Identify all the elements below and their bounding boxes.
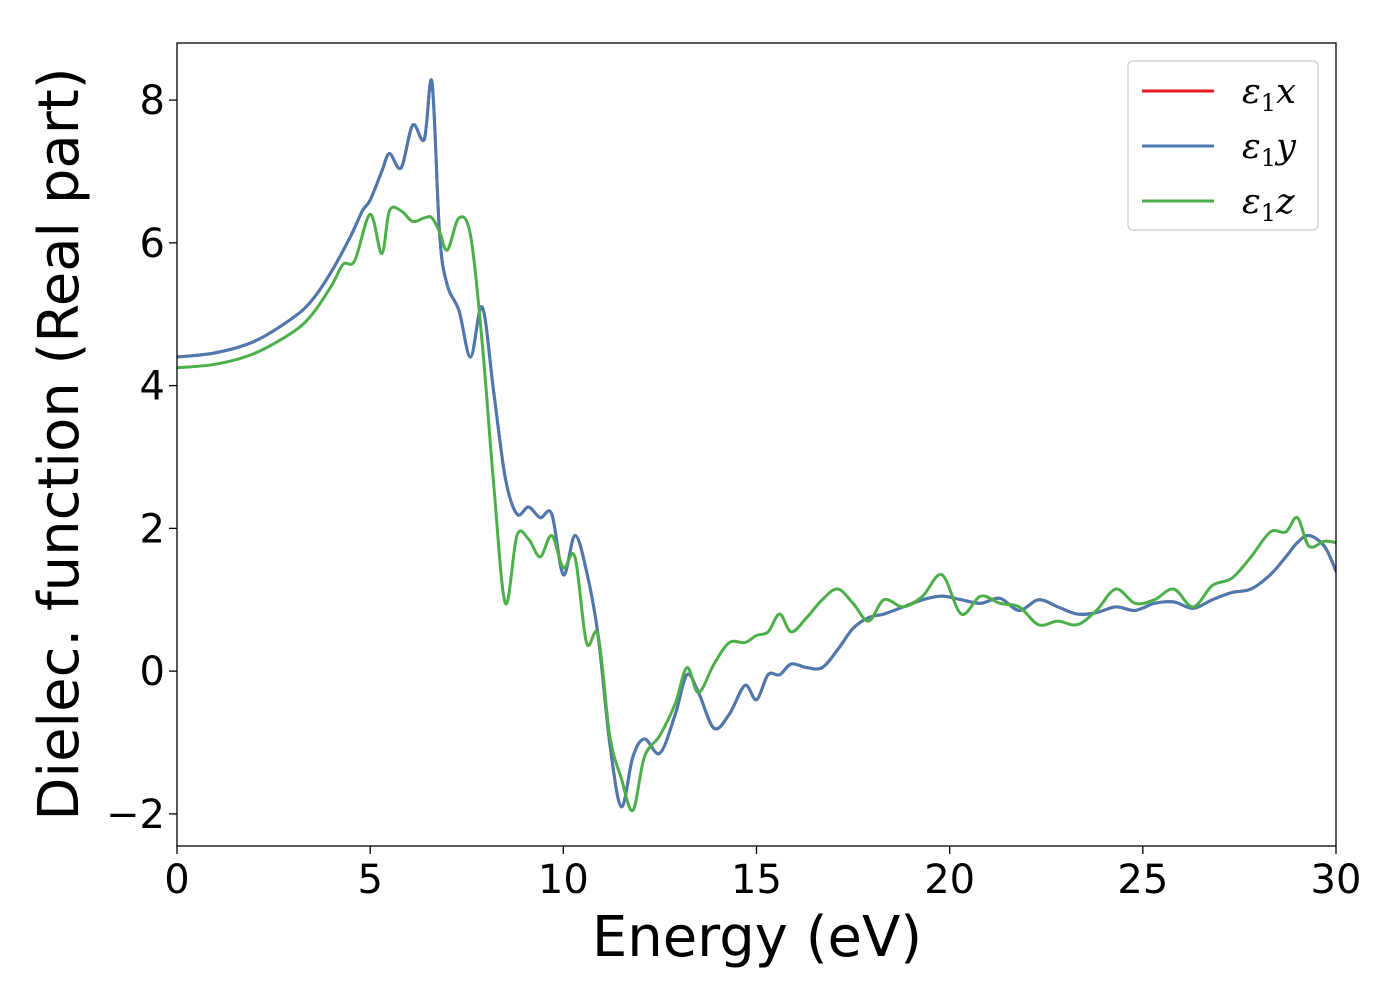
x-axis-title: Energy (eV) [592, 905, 922, 970]
axes: 0 5 10 15 20 25 30 −2 0 2 4 6 8 [106, 42, 1361, 903]
y-tick-label: 4 [140, 364, 165, 410]
x-tick-label: 10 [538, 857, 589, 903]
x-tick-label: 5 [357, 857, 382, 903]
plot-area [177, 78, 1336, 812]
legend-label-subscript: 1 [1261, 89, 1276, 117]
legend-label-symbol: ε [1242, 127, 1261, 167]
legend-label: ε1y [1242, 127, 1297, 172]
x-tick-label: 30 [1311, 857, 1362, 903]
y-axis-title: Dielec. function (Real part) [27, 67, 92, 820]
legend-box [1127, 60, 1319, 231]
legend-label-subscript: 1 [1261, 199, 1276, 227]
series-group [177, 78, 1336, 812]
legend-label-symbol: ε [1242, 72, 1261, 112]
series-line-z [177, 205, 1336, 812]
legend-label: ε1x [1242, 72, 1296, 117]
legend-label-variable: z [1275, 182, 1295, 222]
x-tick-label: 20 [924, 857, 975, 903]
y-axis-ticks: −2 0 2 4 6 8 [106, 78, 177, 838]
legend-item: ε1x [1142, 72, 1296, 117]
y-tick-label: 8 [140, 78, 165, 124]
y-tick-label: 2 [140, 506, 165, 552]
legend-label-variable: y [1274, 127, 1297, 167]
legend-item: ε1z [1142, 182, 1295, 227]
legend-label-subscript: 1 [1261, 144, 1276, 172]
legend-label-symbol: ε [1242, 182, 1261, 222]
x-tick-label: 0 [164, 857, 189, 903]
y-tick-label: 6 [140, 221, 165, 267]
y-tick-label: 0 [140, 649, 165, 695]
x-axis-ticks: 0 5 10 15 20 25 30 [164, 846, 1361, 903]
legend-label: ε1z [1242, 182, 1295, 227]
x-tick-label: 15 [731, 857, 782, 903]
x-tick-label: 25 [1117, 857, 1168, 903]
y-tick-label: −2 [106, 792, 165, 838]
legend-item: ε1y [1142, 127, 1297, 172]
legend-label-variable: x [1276, 72, 1296, 112]
